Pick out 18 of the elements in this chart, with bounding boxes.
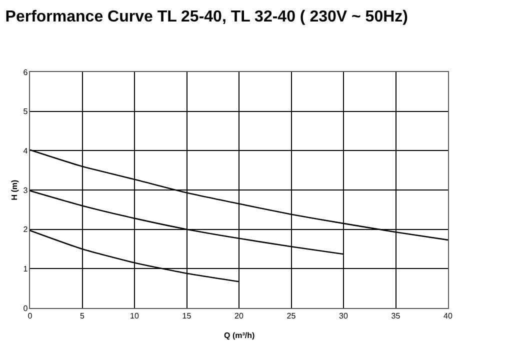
x-axis-title: Q (m³/h) — [224, 331, 255, 340]
x-tick-label: 35 — [391, 311, 401, 320]
y-tick-label: 2 — [23, 225, 28, 234]
x-tick-label: 10 — [130, 311, 140, 320]
y-tick-label: 1 — [23, 264, 28, 274]
y-axis-title: H (m) — [10, 179, 19, 200]
x-tick-label: 40 — [444, 311, 453, 320]
x-tick-label: 15 — [182, 311, 192, 320]
x-tick-label: 25 — [286, 311, 296, 320]
y-tick-label: 0 — [23, 304, 28, 313]
y-tick-label: 4 — [23, 146, 28, 156]
x-tick-label: 30 — [339, 311, 348, 320]
x-tick-label: 20 — [234, 311, 244, 320]
y-tick-label: 3 — [23, 186, 28, 195]
y-tick-label: 5 — [23, 107, 28, 116]
y-tick-label: 6 — [23, 68, 28, 77]
x-tick-label: 5 — [80, 311, 86, 320]
chart-title: Performance Curve TL 25-40, TL 32-40 ( 230V ~ 50Hz) — [5, 8, 408, 26]
